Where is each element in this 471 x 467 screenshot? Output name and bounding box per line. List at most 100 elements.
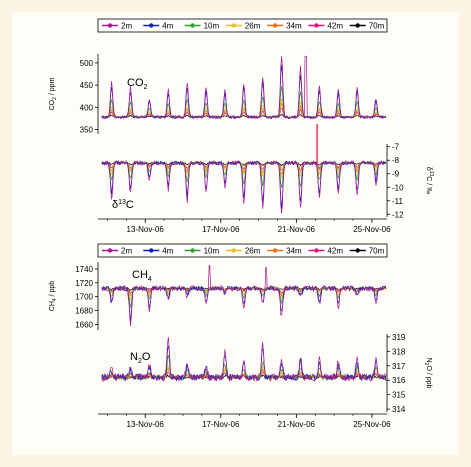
n2o-panel: 319 318 317 316 315 314 N2O / ppb N2O (101, 333, 432, 414)
x-axis-bottom-tick-label: 17-Nov-06 (202, 420, 240, 429)
legend-marker-42m (314, 248, 319, 253)
d13c-series-42m (101, 161, 386, 171)
figure-frame: 2m 4m 10m 26m 34m 42m 70m 500 450 400 350 CO2 / pp… (12, 12, 459, 455)
ch4-title: CH4 (132, 269, 152, 283)
legend-marker-26m (231, 248, 237, 253)
x-axis-top-tick-label: 17-Nov-06 (202, 225, 240, 234)
ch4-ytick-label: 1720 (75, 279, 93, 288)
n2o-series-26m (101, 365, 387, 380)
d13c-series-10m (101, 161, 387, 188)
d13c-ytick-label: -12 (392, 210, 404, 219)
co2-series-70m (101, 113, 386, 118)
legend-label-26m: 26m (245, 22, 261, 31)
x-axis-bottom-tick-label: 13-Nov-06 (127, 420, 165, 429)
legend-marker-70m (355, 23, 360, 28)
d13c-series-2m (101, 160, 387, 214)
x-axis-top-tick-label: 25-Nov-06 (353, 225, 391, 234)
legend-marker-2m (107, 23, 113, 28)
n2o-series-2m (101, 336, 387, 382)
x-axis-bottom-tick-label: 25-Nov-06 (353, 420, 391, 429)
x-axis-top-tick-label: 13-Nov-06 (127, 225, 165, 234)
ch4-series-70m (101, 287, 387, 291)
legend-label-42m: 42m (327, 22, 343, 31)
ch4-series-2m (101, 265, 387, 327)
d13c-ytick-label: -8 (392, 156, 400, 165)
n2o-title: N2O (130, 351, 151, 365)
d13c-series-26m (101, 161, 387, 179)
ch4-series-42m (101, 287, 387, 294)
n2o-series-10m (101, 354, 387, 381)
legend-top: 2m 4m 10m 26m 34m 42m 70m (97, 18, 388, 33)
d13c-series-70m (101, 161, 387, 167)
legend-label-10m: 10m (204, 247, 220, 256)
x-axis-top-tick-label: 21-Nov-06 (278, 225, 316, 234)
legend-marker-4m (149, 23, 154, 28)
legend-marker-70m (355, 248, 360, 253)
co2-ytick-label: 500 (80, 59, 94, 68)
legend-box (97, 243, 388, 258)
co2-ylabel: CO2 / ppm (49, 77, 58, 110)
legend-label-34m: 34m (286, 247, 302, 256)
legend-label-26m: 26m (245, 247, 261, 256)
n2o-ytick-label: 319 (392, 333, 406, 342)
n2o-ytick-label: 318 (392, 347, 406, 356)
chart-figure: 2m 4m 10m 26m 34m 42m 70m 500 450 400 350 CO2 / pp… (49, 18, 434, 429)
d13c-ylabel: δ13C / ‰ (425, 167, 434, 194)
d13c-series-4m (101, 160, 387, 209)
legend-label-10m: 10m (204, 22, 220, 31)
ch4-series-26m (101, 286, 387, 301)
x-axis-bottom-tick-label: 21-Nov-06 (278, 420, 316, 429)
legend-marker-10m (190, 23, 195, 28)
n2o-ytick-label: 314 (392, 405, 406, 414)
legend-marker-34m (272, 248, 278, 253)
legend-label-34m: 34m (286, 22, 302, 31)
delta13c-panel: -7 -8 -9 -10 -11 -12 δ13C / ‰ δ13C (101, 124, 434, 219)
legend-marker-4m (149, 248, 154, 253)
co2-series-42m (101, 107, 387, 118)
n2o-ytick-label: 316 (392, 376, 406, 385)
d13c-ytick-label: -11 (392, 197, 404, 206)
legend-marker-26m (231, 23, 237, 28)
legend-label-4m: 4m (162, 22, 173, 31)
co2-series-34m (101, 103, 387, 119)
co2-ytick-label: 450 (80, 81, 94, 90)
n2o-ytick-label: 317 (392, 362, 406, 371)
legend-label-4m: 4m (162, 247, 173, 256)
legend-label-70m: 70m (369, 22, 385, 31)
co2-title: CO2 (127, 77, 148, 91)
legend-bottom: 2m 4m 10m 26m 34m 42m 70m (97, 243, 388, 258)
co2-panel: 500 450 400 350 CO2 / ppm CO2 (49, 54, 387, 135)
legend-marker-10m (190, 248, 195, 253)
n2o-ytick-label: 315 (392, 391, 406, 400)
legend-box (97, 18, 388, 33)
n2o-ylabel: N2O / ppb (423, 358, 432, 389)
ch4-ytick-label: 1680 (75, 307, 93, 316)
legend-label-42m: 42m (327, 247, 343, 256)
co2-ytick-label: 350 (80, 126, 94, 135)
d13c-title: δ13C (112, 199, 134, 211)
ch4-ylabel: CH4 / ppb (49, 281, 58, 312)
x-axis-top: 13-Nov-06 17-Nov-06 21-Nov-06 25-Nov-06 (98, 218, 391, 234)
ch4-ytick-label: 1660 (75, 320, 93, 329)
ch4-series-34m (101, 286, 386, 297)
legend-label-2m: 2m (121, 247, 132, 256)
d13c-ytick-label: -10 (392, 183, 404, 192)
co2-series-26m (101, 98, 386, 119)
legend-marker-42m (314, 23, 319, 28)
ch4-ytick-label: 1740 (75, 265, 93, 274)
co2-ytick-label: 400 (80, 103, 94, 112)
legend-marker-34m (272, 23, 278, 28)
co2-series-2m (101, 55, 387, 120)
co2-series-4m (101, 64, 386, 119)
x-axis-bottom: 13-Nov-06 17-Nov-06 21-Nov-06 25-Nov-06 (98, 413, 391, 429)
d13c-ytick-label: -7 (392, 143, 400, 152)
legend-label-70m: 70m (369, 247, 385, 256)
ch4-series-4m (101, 285, 387, 322)
ch4-panel: 1740 1720 1700 1680 1660 CH4 / ppb CH4 (49, 262, 387, 330)
ch4-series-10m (101, 286, 387, 308)
legend-marker-2m (107, 248, 113, 253)
d13c-ytick-label: -9 (392, 170, 400, 179)
legend-label-2m: 2m (121, 22, 132, 31)
co2-series-10m (101, 86, 387, 119)
ch4-ytick-label: 1700 (75, 293, 93, 302)
